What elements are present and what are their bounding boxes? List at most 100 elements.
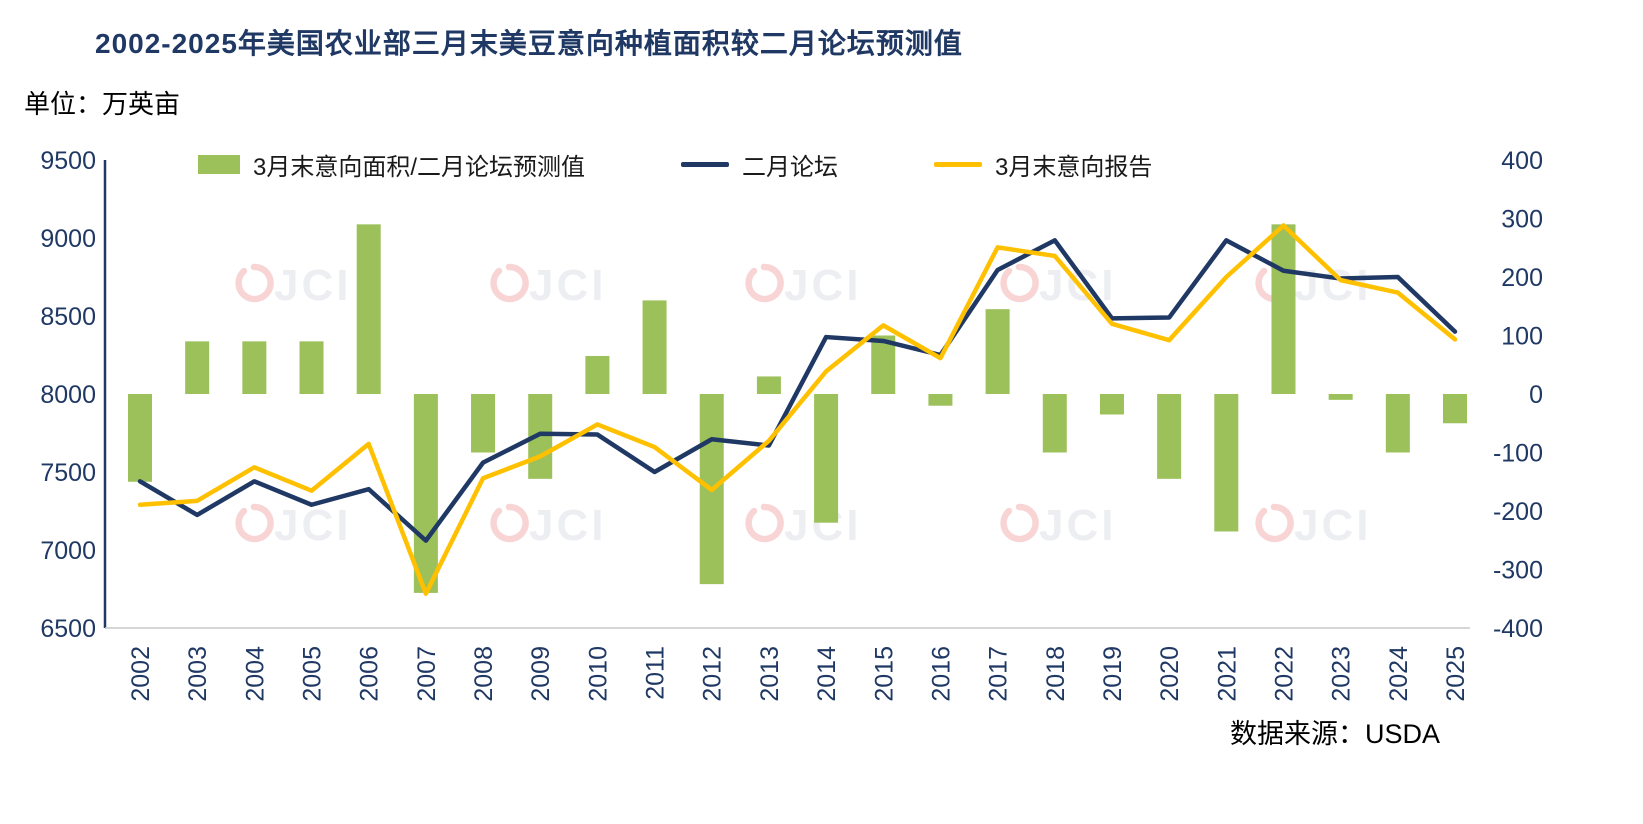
jci-watermark-text: JCI <box>274 261 351 310</box>
march-intentions-line-swatch <box>934 162 983 167</box>
jci-watermark: JCI <box>745 261 861 310</box>
bar-2004 <box>242 341 267 394</box>
x-axis-label-2021: 2021 <box>1213 646 1241 702</box>
x-axis-label-2003: 2003 <box>184 646 212 702</box>
jci-watermark-mark <box>235 263 274 303</box>
bar-2007 <box>413 394 438 593</box>
jci-watermark: JCI <box>490 501 606 550</box>
x-axis-label-2005: 2005 <box>299 646 327 702</box>
jci-watermark: JCI <box>745 501 858 550</box>
jci-watermark-text: JCI <box>529 261 606 310</box>
bar-2023 <box>1328 394 1353 400</box>
bar-2003 <box>185 341 210 394</box>
left-axis-label-9500: 9500 <box>40 147 96 175</box>
jci-watermark: JCI <box>235 261 351 310</box>
bar-2006 <box>356 224 381 394</box>
left-axis-label-7500: 7500 <box>40 459 96 487</box>
x-axis-label-2006: 2006 <box>356 646 384 702</box>
jci-watermark-mark <box>490 263 529 303</box>
left-axis-label-6500: 6500 <box>40 615 96 643</box>
legend-label-march-intentions: 3月末意向报告 <box>995 154 1153 181</box>
x-axis-label-2013: 2013 <box>756 646 784 702</box>
x-axis-label-2011: 2011 <box>642 646 670 700</box>
jci-watermark-text: JCI <box>274 501 351 550</box>
jci-watermark: JCI <box>1255 501 1371 550</box>
right-axis-label-300: 300 <box>1501 206 1543 234</box>
bar-2005 <box>299 341 324 394</box>
bar-2018 <box>1042 394 1067 453</box>
jci-watermark-mark <box>490 503 529 543</box>
bar-2013 <box>756 376 781 394</box>
x-axis-label-2015: 2015 <box>870 646 898 702</box>
x-axis-label-2008: 2008 <box>470 646 498 702</box>
legend: 3月末意向面积/二月论坛预测值 二月论坛 3月末意向报告 <box>198 147 1152 182</box>
right-axis-label-400: 400 <box>1501 147 1543 175</box>
chart-title: 2002-2025年美国农业部三月末美豆意向种植面积较二月论坛预测值 <box>95 28 963 59</box>
legend-item-march-intentions: 3月末意向报告 <box>934 147 1152 182</box>
jci-watermark-text: JCI <box>1294 501 1371 550</box>
x-axis-label-2016: 2016 <box>927 646 955 702</box>
x-axis-label-2025: 2025 <box>1442 646 1470 702</box>
jci-watermark-text: JCI <box>784 261 861 310</box>
x-axis-label-2010: 2010 <box>584 646 612 702</box>
february-forum-line-swatch <box>681 162 730 167</box>
bar-2020 <box>1157 394 1182 479</box>
x-axis-label-2004: 2004 <box>241 646 269 702</box>
jci-watermark-mark <box>745 503 784 543</box>
legend-item-february-forum: 二月论坛 <box>681 147 838 182</box>
line-february-forum <box>137 238 1458 543</box>
legend-label-february-forum: 二月论坛 <box>742 154 839 181</box>
legend-label-bar-series: 3月末意向面积/二月论坛预测值 <box>253 154 586 181</box>
bar-2016 <box>928 394 953 406</box>
jci-watermark-mark <box>1255 503 1294 543</box>
x-axis-label-2002: 2002 <box>127 646 155 702</box>
jci-watermark-text: JCI <box>1039 501 1116 550</box>
jci-watermark: JCI <box>490 261 606 310</box>
x-axis-label-2007: 2007 <box>413 646 441 702</box>
x-axis-label-2012: 2012 <box>699 646 727 702</box>
x-axis-label-2020: 2020 <box>1156 646 1184 702</box>
bar-2008 <box>471 394 496 453</box>
right-axis-label-200: 200 <box>1501 264 1543 292</box>
left-axis-label-7000: 7000 <box>40 537 96 565</box>
bar-2017 <box>985 309 1010 394</box>
x-axis-label-2014: 2014 <box>813 646 841 702</box>
bar-2021 <box>1214 394 1239 532</box>
bar-2022 <box>1271 224 1296 394</box>
bar-2011 <box>642 300 667 394</box>
jci-watermark: JCI <box>235 501 351 550</box>
jci-watermark-mark <box>1000 503 1039 543</box>
unit-label: 单位：万英亩 <box>24 89 181 119</box>
left-axis-label-9000: 9000 <box>40 225 96 253</box>
jci-watermark-mark <box>1000 263 1039 303</box>
bar-2019 <box>1099 394 1124 415</box>
left-axis-label-8500: 8500 <box>40 303 96 331</box>
data-source: 数据来源：USDA <box>1230 719 1441 749</box>
x-axis-label-2024: 2024 <box>1385 646 1413 702</box>
x-axis-label-2017: 2017 <box>985 646 1013 702</box>
right-axis-label--100: -100 <box>1493 440 1543 468</box>
bar-2024 <box>1385 394 1410 453</box>
right-axis-label-100: 100 <box>1501 323 1543 351</box>
left-axis-label-8000: 8000 <box>40 381 96 409</box>
jci-watermark-mark <box>745 263 784 303</box>
right-axis-label--200: -200 <box>1493 498 1543 526</box>
bar-2025 <box>1443 394 1467 424</box>
bar-2010 <box>585 355 610 394</box>
bar-2002 <box>128 394 152 482</box>
jci-watermark: JCI <box>1000 501 1116 550</box>
right-axis-label--300: -300 <box>1493 557 1543 585</box>
x-axis-label-2019: 2019 <box>1099 646 1127 702</box>
x-axis-label-2009: 2009 <box>527 646 555 702</box>
x-axis-label-2022: 2022 <box>1270 646 1298 702</box>
x-axis-label-2018: 2018 <box>1042 646 1070 702</box>
bar-2015 <box>871 335 896 394</box>
line-march-intentions <box>137 223 1458 596</box>
x-axis-label-2023: 2023 <box>1328 646 1356 702</box>
jci-watermark-mark <box>235 503 274 543</box>
bar-2014 <box>814 394 839 523</box>
bar-series-swatch <box>198 155 240 174</box>
legend-item-bar-series: 3月末意向面积/二月论坛预测值 <box>198 147 585 182</box>
jci-watermark-text: JCI <box>529 501 606 550</box>
